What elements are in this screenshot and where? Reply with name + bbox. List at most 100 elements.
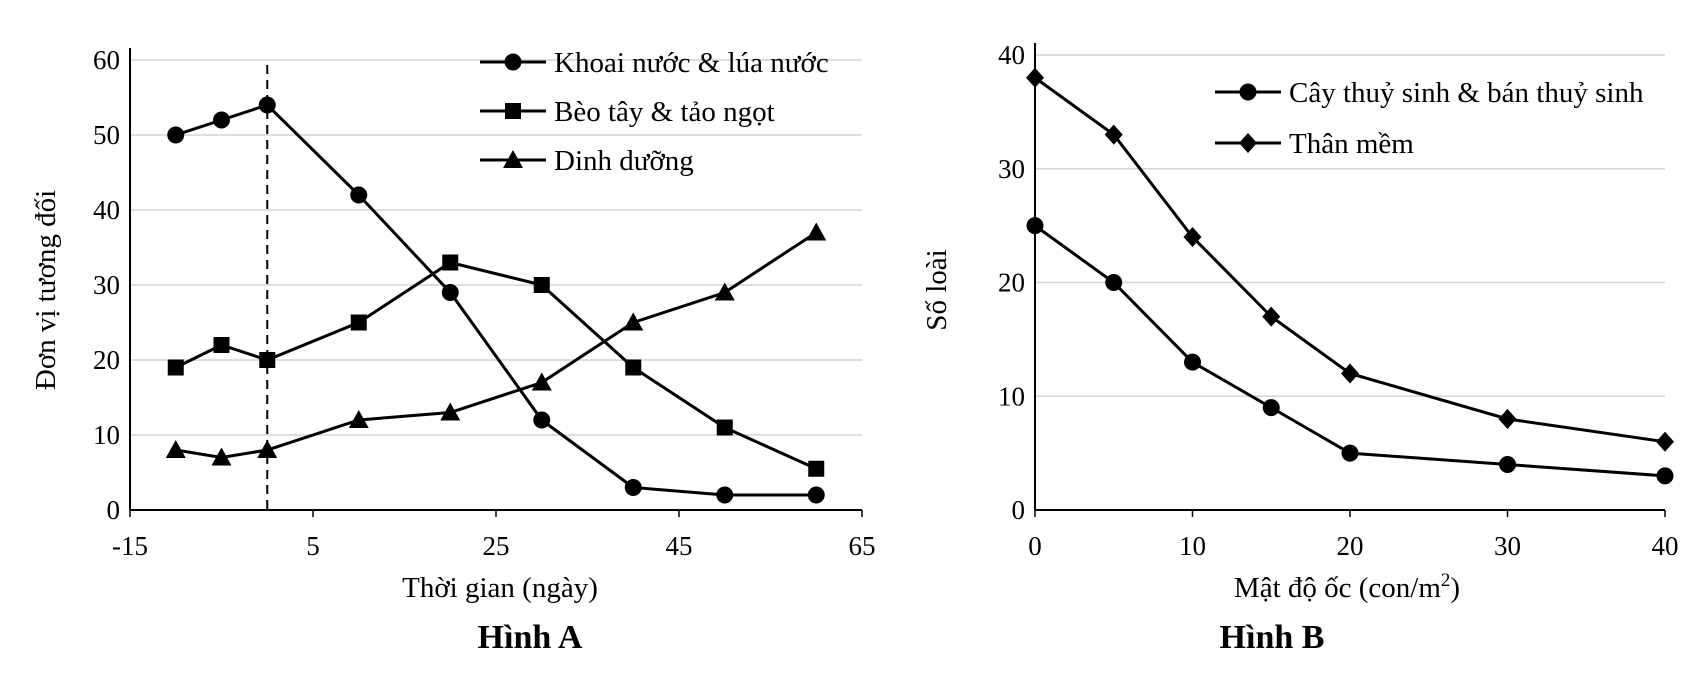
chart-b-series-2-point (1341, 363, 1359, 384)
chart-a-legend-marker (505, 103, 521, 119)
chart-b-series (1026, 67, 1674, 485)
chart-a-y-tick-label: 30 (93, 270, 120, 300)
chart-b-series-1-point (1341, 444, 1359, 462)
chart-a-ylabel: Đơn vị tương đối (30, 190, 62, 390)
chart-b-legend-label: Cây thuỷ sinh & bán thuỷ sinh (1289, 77, 1644, 109)
chart-a-series-3-point (257, 440, 278, 458)
chart-a-legend-item: Bèo tây & tảo ngọt (480, 96, 775, 128)
chart-a-series-2-point (625, 359, 642, 376)
chart-a-legend-label: Bèo tây & tảo ngọt (554, 96, 775, 128)
chart-a-series-2-point (167, 359, 184, 376)
chart-b-y-tick-label: 30 (998, 154, 1025, 184)
chart-b-xlabel-tail: ) (1450, 572, 1460, 604)
chart-a-y-tick-label: 20 (93, 345, 120, 375)
chart-a-series-3-point (531, 372, 552, 391)
chart-a-legend-marker (503, 150, 523, 168)
chart-b-series-1-point (1656, 467, 1674, 485)
chart-a-series-1-point (624, 479, 642, 496)
chart-a-series-1-point (213, 111, 230, 129)
chart-a-tick-labels: 0 10 20 30 40 50 60 -15 5 25 45 65 (93, 45, 876, 561)
chart-a-series-1-point (258, 96, 276, 114)
chart-b-x-tick-label: 20 (1337, 531, 1364, 561)
chart-a-series-3-point (714, 282, 735, 301)
chart-a-series-2-point (259, 352, 276, 368)
chart-b-x-tick-label: 40 (1652, 531, 1679, 561)
chart-b-series-2-point (1104, 124, 1123, 145)
chart-a-x-tick-label: 25 (483, 531, 510, 561)
chart-a-series-1-point (350, 186, 368, 204)
chart-b-series-1-point (1262, 399, 1280, 417)
chart-a-x-tick-label: 65 (849, 531, 876, 561)
chart-a-legend: Khoai nước & lúa nước Bèo tây & tảo ngọt D… (480, 47, 829, 177)
chart-b-xlabel-main: Mật độ ốc (con/m (1234, 572, 1441, 604)
chart-a-x-tick-label: -15 (112, 531, 148, 561)
chart-a-series-3-point (348, 410, 369, 428)
chart-a-series-2-point (442, 254, 459, 271)
chart-b-y-tick-label: 40 (998, 40, 1025, 70)
chart-b-series-1-point (1499, 456, 1516, 473)
chart-b-axes (1034, 43, 1666, 517)
chart-a-series-3-point (165, 440, 186, 458)
chart-b-legend-marker (1239, 133, 1257, 153)
chart-a-legend-label: Dinh dưỡng (554, 145, 694, 177)
chart-b-series-1 (1026, 217, 1674, 485)
chart-b-series-2-point (1026, 67, 1044, 88)
chart-a-y-tick-label: 60 (93, 45, 120, 75)
chart-a: 0 10 20 30 40 50 60 -15 5 25 45 65 Khoai nước & lúa… (30, 45, 876, 656)
chart-a-caption: Hình A (478, 619, 583, 656)
chart-a-y-tick-label: 40 (93, 195, 120, 225)
chart-a-y-tick-label: 0 (107, 495, 121, 525)
chart-b-y-tick-label: 10 (998, 381, 1025, 411)
chart-b-y-tick-label: 0 (1012, 495, 1026, 525)
chart-a-axes (129, 48, 863, 517)
chart-a-series-2-point (213, 337, 230, 353)
chart-b-tick-labels: 0 10 20 30 40 0 10 20 30 40 (998, 40, 1679, 561)
chart-b-legend-item: Cây thuỷ sinh & bán thuỷ sinh (1215, 77, 1644, 109)
chart-b-series-2 (1026, 67, 1674, 452)
chart-b-series-1-point (1184, 353, 1201, 371)
chart-b-series-1-line (1034, 224, 1666, 478)
chart-b-y-tick-label: 20 (998, 268, 1025, 298)
chart-b-legend-label: Thân mềm (1289, 128, 1414, 160)
chart-a-xlabel: Thời gian (ngày) (402, 572, 598, 604)
chart-b-caption: Hình B (1220, 619, 1325, 656)
chart-a-x-tick-label: 45 (666, 531, 693, 561)
chart-a-series-2 (167, 254, 825, 477)
chart-b-legend-item: Thân mềm (1215, 128, 1414, 160)
chart-b-legend: Cây thuỷ sinh & bán thuỷ sinh Thân mềm (1215, 77, 1644, 160)
chart-a-legend-item: Dinh dưỡng (480, 145, 694, 177)
chart-b: 0 10 20 30 40 0 10 20 30 40 Cây thuỷ sinh & bán t… (921, 40, 1679, 656)
chart-b-series-2-point (1498, 409, 1517, 429)
chart-b-x-tick-label: 30 (1494, 531, 1521, 561)
chart-b-ylabel: Số loài (921, 249, 953, 330)
chart-a-series-3-point (806, 222, 827, 241)
chart-a-legend-item: Khoai nước & lúa nước (480, 47, 829, 79)
chart-a-series-3-point (440, 402, 461, 421)
chart-b-series-2-point (1656, 431, 1674, 452)
chart-a-series-1-point (716, 486, 734, 504)
chart-a-series-3 (165, 222, 827, 466)
chart-a-series-1-point (167, 126, 185, 144)
chart-a-y-tick-label: 10 (93, 420, 120, 450)
chart-a-series-3-point (211, 447, 232, 466)
chart-a-series-3-point (623, 312, 644, 331)
chart-b-legend-marker (1239, 83, 1257, 101)
chart-b-xlabel-sup: 2 (1441, 570, 1451, 591)
chart-a-series-1-point (807, 486, 825, 504)
chart-a-series-1-point (441, 284, 459, 301)
chart-a-series-2-point (350, 314, 367, 331)
chart-b-series-2-point (1262, 306, 1281, 327)
chart-a-series-2-point (808, 460, 825, 477)
chart-a-legend-marker (504, 53, 522, 71)
chart-a-series (165, 96, 827, 504)
chart-b-series-2-point (1183, 227, 1202, 247)
chart-b-x-tick-label: 0 (1028, 531, 1042, 561)
chart-a-series-1-point (533, 411, 551, 429)
chart-a-x-tick-label: 5 (306, 531, 320, 561)
chart-b-series-1-point (1026, 217, 1044, 235)
chart-a-legend-label: Khoai nước & lúa nước (554, 47, 829, 79)
chart-a-series-1 (167, 96, 825, 504)
chart-b-xlabel: Mật độ ốc (con/m2) (1234, 570, 1460, 604)
chart-a-y-tick-label: 50 (93, 120, 120, 150)
